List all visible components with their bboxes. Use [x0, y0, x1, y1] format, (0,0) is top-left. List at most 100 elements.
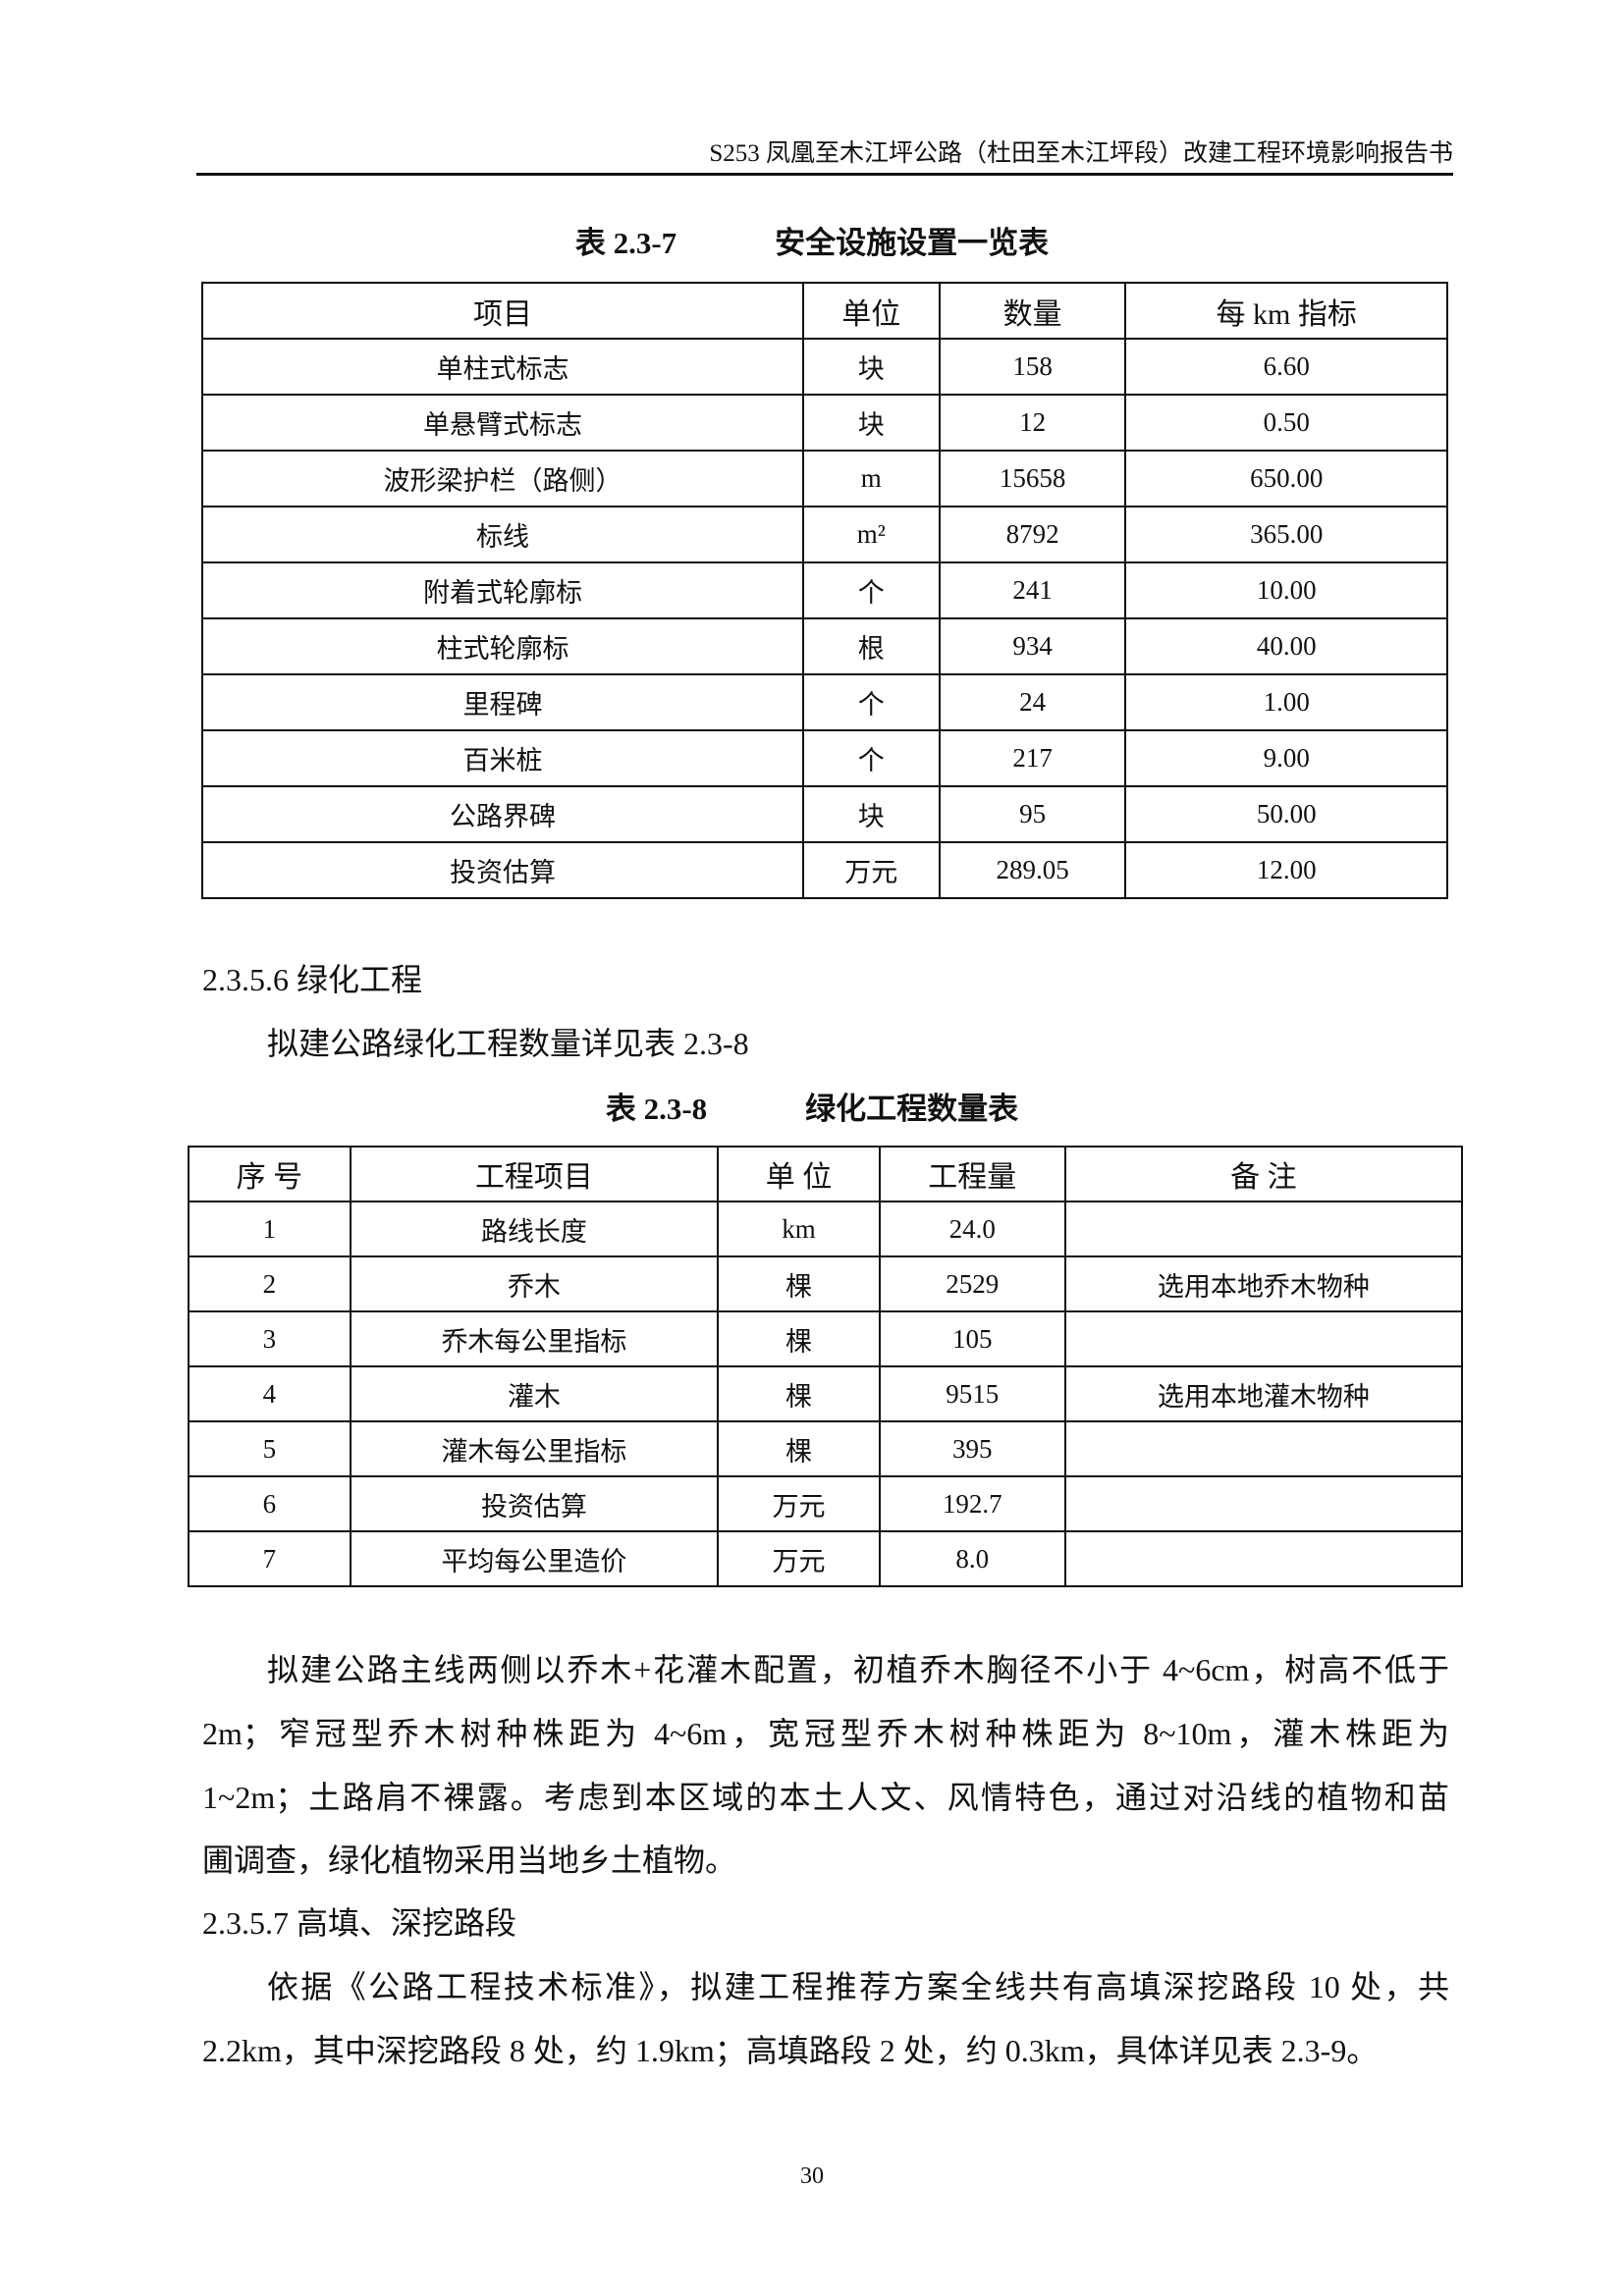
table-cell: 万元 [717, 1530, 881, 1587]
table2-title: 绿化工程数量表 [805, 1092, 1019, 1126]
table-cell: 附着式轮廓标 [201, 561, 804, 619]
paragraph1-line: 1~2m；土路肩不裸露。考虑到本区域的本土人文、风情特色，通过对沿线的植物和苗 [202, 1780, 1449, 1815]
table-cell: 投资估算 [349, 1475, 720, 1532]
table-row: 单悬臂式标志块 12 0.50 [201, 394, 1448, 452]
table-cell: m² [801, 506, 941, 563]
table-cell: 单柱式标志 [201, 338, 804, 396]
table-cell: 395 [878, 1420, 1066, 1477]
table-cell: 个 [801, 673, 941, 731]
paragraph1-line: 圃调查，绿化植物采用当地乡土植物。 [202, 1842, 737, 1878]
table-cell: 1 [188, 1201, 352, 1257]
table-cell: 公路界碑 [201, 785, 804, 843]
table2-caption: 表 2.3-8 绿化工程数量表 [0, 1084, 1624, 1128]
table-cell: 百米桩 [201, 729, 804, 787]
table-cell: 块 [801, 394, 941, 452]
table1-caption: 表 2.3-7 安全设施设置一览表 [0, 218, 1624, 262]
table-cell: 乔木 [349, 1255, 720, 1312]
table-cell [1063, 1530, 1464, 1587]
table-cell: 7 [188, 1530, 352, 1587]
table-cell: 3 [188, 1310, 352, 1367]
section-heading-high-fill: 2.3.5.7 高填、深挖路段 [202, 1905, 517, 1941]
running-header: S253 凤凰至木江坪公路（杜田至木江坪段）改建工程环境影响报告书 [709, 140, 1453, 167]
table-cell: 投资估算 [201, 841, 804, 899]
table-cell: 乔木每公里指标 [349, 1310, 720, 1367]
table-cell: 灌木每公里指标 [349, 1420, 720, 1477]
table-cell: 217 [938, 729, 1127, 787]
table-row: 百米桩个 217 9.00 [201, 729, 1448, 787]
column-header: 每 km 指标 [1124, 282, 1448, 340]
table-cell: 万元 [717, 1475, 881, 1532]
table-row: 公路界碑块 95 50.00 [201, 785, 1448, 843]
table-cell [1063, 1201, 1464, 1257]
table-cell: 根 [801, 617, 941, 675]
table-cell: 柱式轮廓标 [201, 617, 804, 675]
table-cell [1063, 1310, 1464, 1367]
table-cell: 8792 [938, 506, 1127, 563]
table-cell: 标线 [201, 506, 804, 563]
table-cell: 95 [938, 785, 1127, 843]
table-row: 柱式轮廓标根 934 40.00 [201, 617, 1448, 675]
safety-facilities-table: 项目 单位 数量 每 km 指标 单柱式标志块 158 6.60 单悬臂式标志块 12 0… [201, 282, 1448, 899]
column-header: 单位 [801, 282, 941, 340]
column-header: 项目 [201, 282, 804, 340]
table-cell: 650.00 [1124, 450, 1448, 507]
table-header-row: 项目 单位 数量 每 km 指标 [201, 282, 1448, 340]
table-cell: 个 [801, 729, 941, 787]
table-cell: 9515 [878, 1365, 1066, 1422]
paragraph1-line: 2m；窄冠型乔木树种株距为 4~6m，宽冠型乔木树种株距为 8~10m，灌木株距… [202, 1716, 1449, 1751]
table-row: 5 灌木每公里指标棵 395 [188, 1420, 1464, 1477]
table-cell: 6 [188, 1475, 352, 1532]
table-cell: 棵 [717, 1310, 881, 1367]
table-cell: 单悬臂式标志 [201, 394, 804, 452]
table-cell: 241 [938, 561, 1127, 619]
table-row: 2 乔木棵 2529 选用本地乔木物种 [188, 1255, 1464, 1312]
table-cell: 12.00 [1124, 841, 1448, 899]
table-row: 里程碑个 24 1.00 [201, 673, 1448, 731]
table-cell: 块 [801, 338, 941, 396]
table-cell: km [717, 1201, 881, 1257]
table-cell: 192.7 [878, 1475, 1066, 1532]
table-cell: 1.00 [1124, 673, 1448, 731]
table-row: 单柱式标志块 158 6.60 [201, 338, 1448, 396]
table-row: 标线 m² 8792 365.00 [201, 506, 1448, 563]
table-cell: 个 [801, 561, 941, 619]
table-cell: 里程碑 [201, 673, 804, 731]
table-cell: 万元 [801, 841, 941, 899]
paragraph2-line: 2.2km，其中深挖路段 8 处，约 1.9km；高填路段 2 处，约 0.3k… [202, 2033, 1379, 2068]
table-cell: m [801, 450, 941, 507]
paragraph1-line: 拟建公路主线两侧以乔木+花灌木配置，初植乔木胸径不小于 4~6cm，树高不低于 [267, 1652, 1449, 1687]
table-cell: 15658 [938, 450, 1127, 507]
greening-intro: 拟建公路绿化工程数量详见表 2.3-8 [267, 1026, 749, 1061]
table-cell: 棵 [717, 1365, 881, 1422]
table-row: 4 灌木棵 9515 选用本地灌木物种 [188, 1365, 1464, 1422]
column-header: 序 号 [188, 1146, 352, 1202]
table-cell: 10.00 [1124, 561, 1448, 619]
table2-number: 表 2.3-8 [605, 1092, 708, 1126]
table-cell: 934 [938, 617, 1127, 675]
table-row: 附着式轮廓标个 241 10.00 [201, 561, 1448, 619]
column-header: 备 注 [1063, 1146, 1464, 1202]
table-row: 投资估算 万元 289.05 12.00 [201, 841, 1448, 899]
table-row: 波形梁护栏（路侧） m 15658 650.00 [201, 450, 1448, 507]
table-cell: 块 [801, 785, 941, 843]
table-cell: 波形梁护栏（路侧） [201, 450, 804, 507]
paragraph2-line: 依据《公路工程技术标准》，拟建工程推荐方案全线共有高填深挖路段 10 处，共 [267, 1969, 1449, 2004]
table-cell: 50.00 [1124, 785, 1448, 843]
table-row: 1 路线长度 km 24.0 [188, 1201, 1464, 1257]
table-cell: 9.00 [1124, 729, 1448, 787]
table-cell: 24.0 [878, 1201, 1066, 1257]
column-header: 工程量 [878, 1146, 1066, 1202]
table-cell: 棵 [717, 1420, 881, 1477]
table-cell: 选用本地灌木物种 [1063, 1365, 1464, 1422]
table-cell [1063, 1475, 1464, 1532]
table-cell [1063, 1420, 1464, 1477]
table-cell: 24 [938, 673, 1127, 731]
table-cell: 365.00 [1124, 506, 1448, 563]
table-row: 6 投资估算 万元 192.7 [188, 1475, 1464, 1532]
table-cell: 路线长度 [349, 1201, 720, 1257]
column-header: 工程项目 [349, 1146, 720, 1202]
table-cell: 4 [188, 1365, 352, 1422]
table-cell: 平均每公里造价 [349, 1530, 720, 1587]
table-cell: 2 [188, 1255, 352, 1312]
table-row: 7 平均每公里造价 万元 8.0 [188, 1530, 1464, 1587]
